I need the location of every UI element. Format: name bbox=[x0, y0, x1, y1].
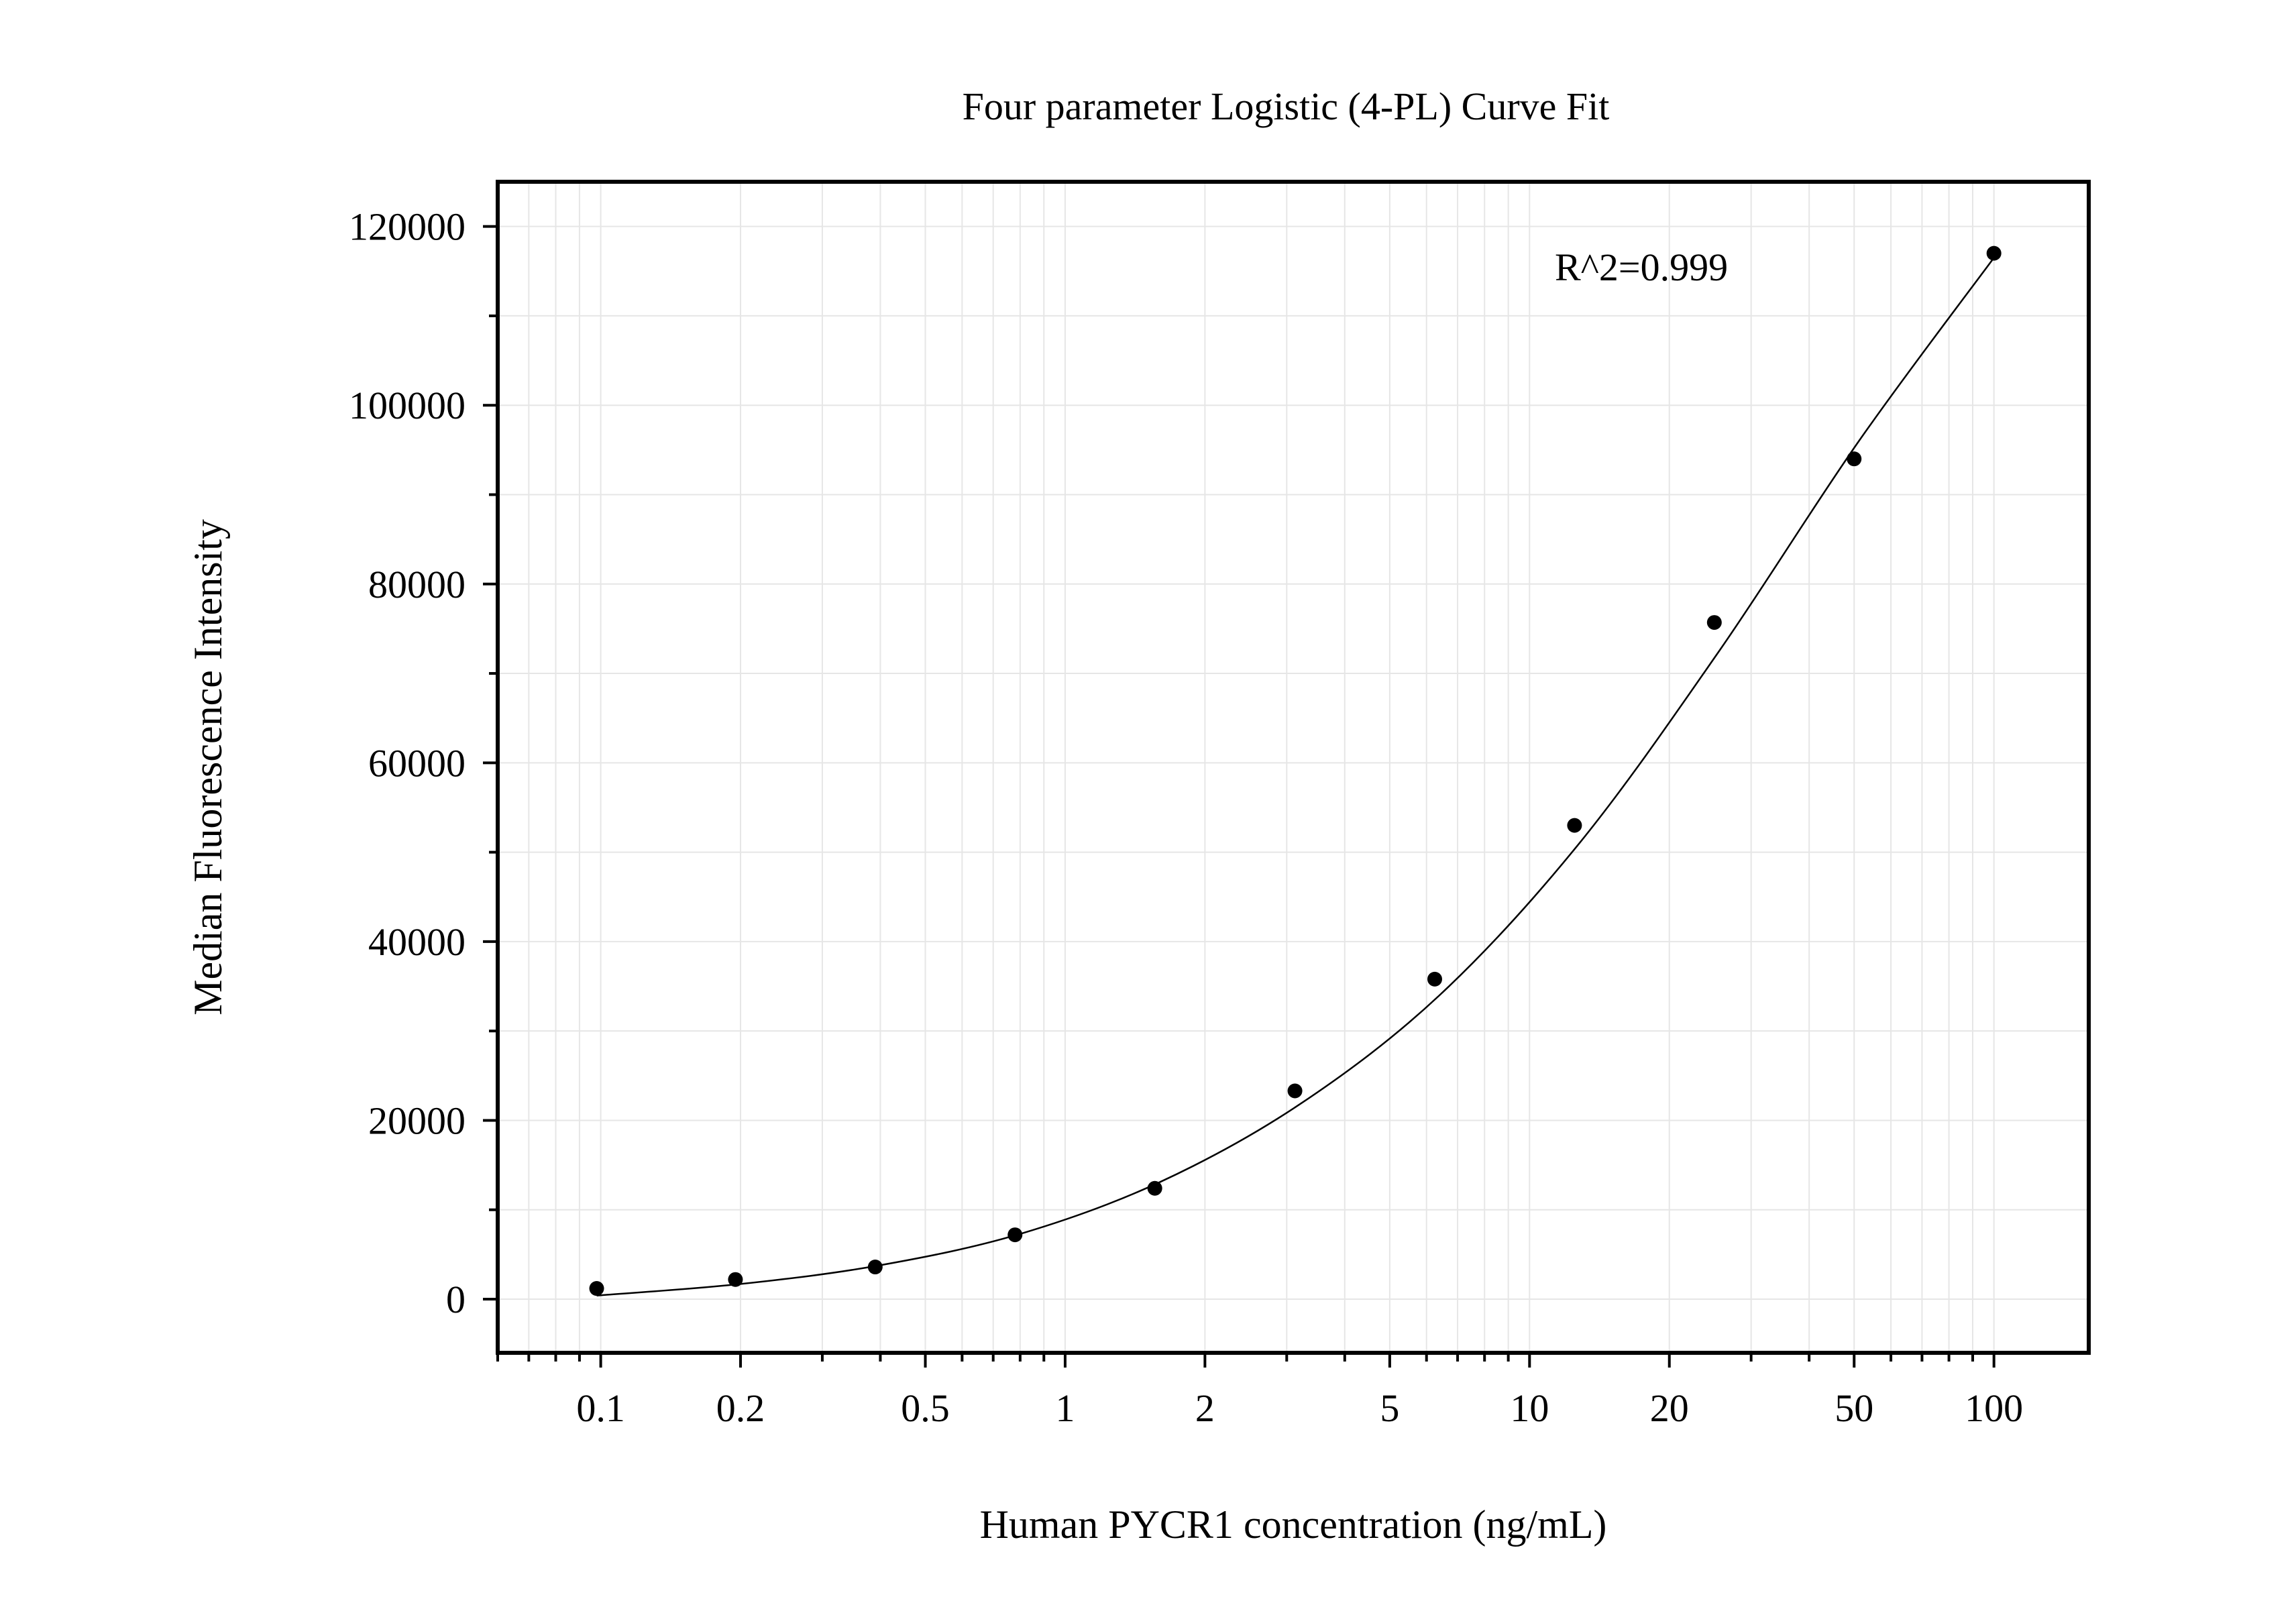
x-tick-label: 20 bbox=[1650, 1386, 1689, 1430]
x-tick-label: 0.1 bbox=[576, 1386, 625, 1430]
data-point bbox=[1847, 451, 1862, 467]
r-squared-annotation: R^2=0.999 bbox=[1555, 245, 1728, 289]
data-point bbox=[1287, 1083, 1303, 1099]
chart-title: Four parameter Logistic (4-PL) Curve Fit bbox=[963, 85, 1610, 128]
data-point bbox=[1706, 615, 1722, 630]
y-tick-label: 60000 bbox=[368, 741, 466, 785]
y-tick-label: 0 bbox=[446, 1278, 466, 1321]
y-tick-label: 120000 bbox=[349, 205, 466, 249]
ticks-layer: 0.1 0.2 0.5 1 2 5 10 20 50 100 0 20000 40000 60000 800… bbox=[349, 205, 2023, 1430]
y-tick-label: 40000 bbox=[368, 920, 466, 964]
grid-layer bbox=[497, 182, 2089, 1353]
y-tick-label: 20000 bbox=[368, 1099, 466, 1142]
x-tick-label: 100 bbox=[1965, 1386, 2023, 1430]
plot-frame bbox=[496, 180, 2091, 1355]
x-tick-label: 0.2 bbox=[716, 1386, 765, 1430]
points-layer bbox=[589, 245, 2002, 1296]
x-tick-label: 10 bbox=[1510, 1386, 1549, 1430]
x-tick-label: 0.5 bbox=[901, 1386, 950, 1430]
x-tick-label: 1 bbox=[1055, 1386, 1075, 1430]
x-tick-label: 5 bbox=[1380, 1386, 1399, 1430]
data-point bbox=[1567, 818, 1582, 833]
data-point bbox=[1147, 1180, 1162, 1196]
data-point bbox=[1007, 1227, 1023, 1243]
x-axis-label: Human PYCR1 concentration (ng/mL) bbox=[980, 1502, 1607, 1547]
data-point bbox=[589, 1281, 604, 1296]
x-tick-label: 2 bbox=[1195, 1386, 1215, 1430]
data-point bbox=[867, 1260, 883, 1275]
y-axis-label: Median Fluorescence Intensity bbox=[186, 519, 230, 1015]
curve-layer bbox=[596, 257, 1995, 1296]
y-tick-label: 100000 bbox=[349, 384, 466, 427]
fit-curve bbox=[596, 257, 1995, 1296]
data-point bbox=[728, 1272, 743, 1287]
y-tick-label: 80000 bbox=[368, 563, 466, 606]
data-point bbox=[1427, 971, 1442, 987]
x-tick-label: 50 bbox=[1835, 1386, 1873, 1430]
data-point bbox=[1986, 245, 2002, 261]
